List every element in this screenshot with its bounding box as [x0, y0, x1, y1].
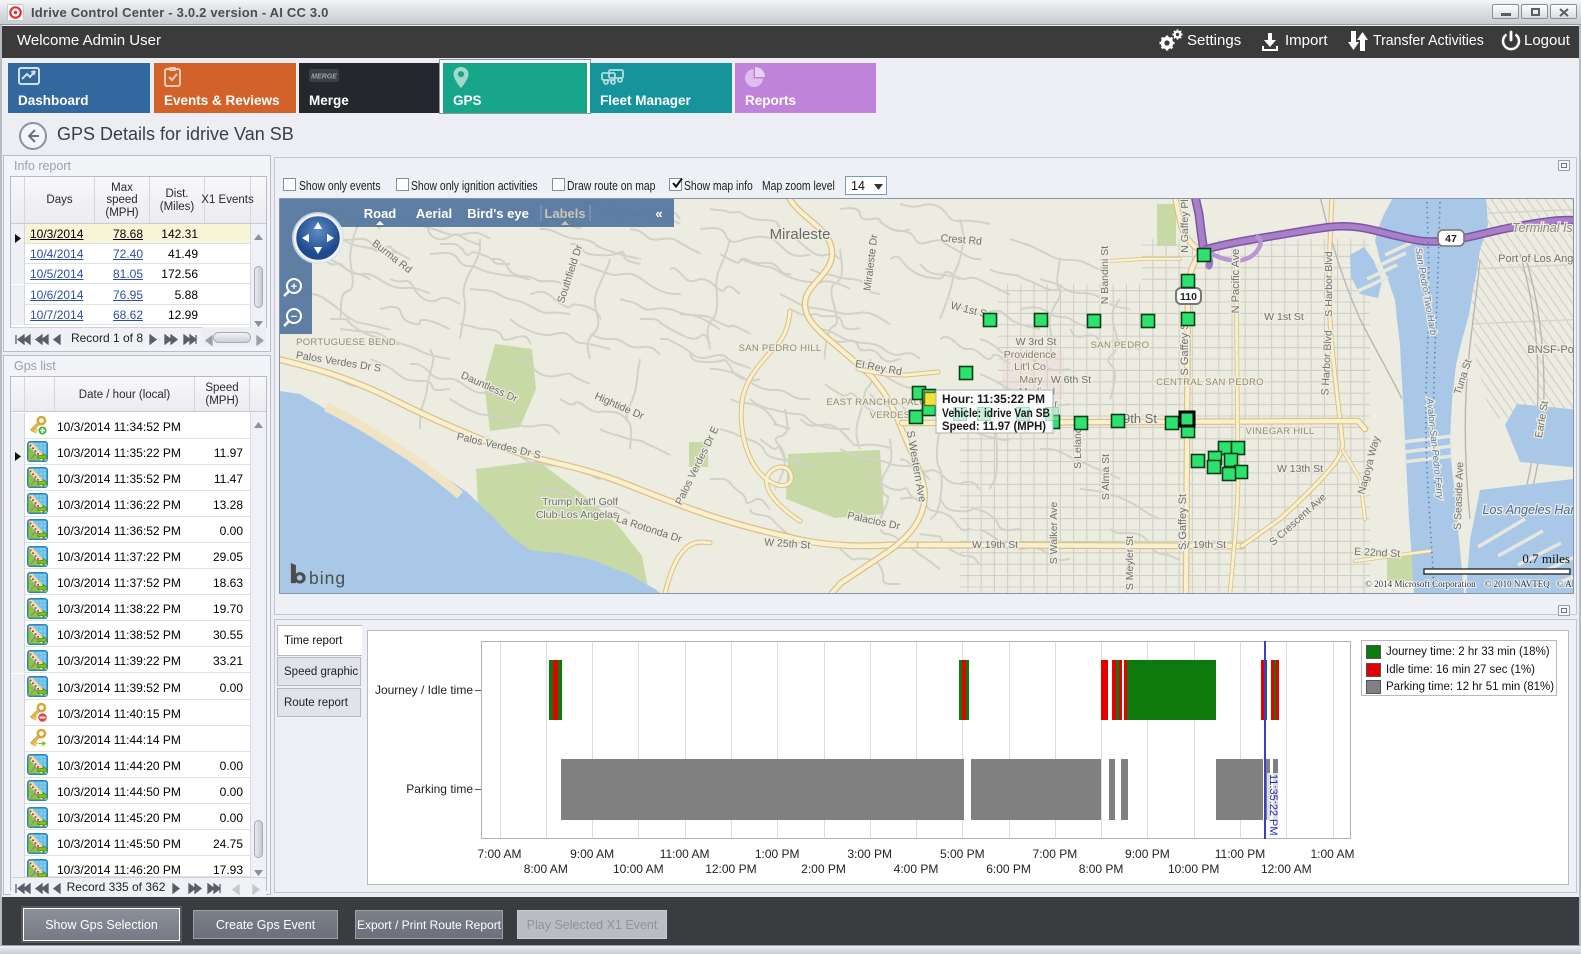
svg-text:S Meyler St: S Meyler St	[1124, 536, 1136, 590]
svg-text:Club-Los Angelas: Club-Los Angelas	[536, 509, 618, 521]
svg-text:N Bandini St: N Bandini St	[1099, 246, 1111, 304]
svg-text:Road: Road	[364, 206, 397, 221]
svg-text:SAN PEDRO HILL: SAN PEDRO HILL	[739, 343, 822, 354]
svg-text:+: +	[291, 281, 297, 293]
svg-text:Los Angeles Harb: Los Angeles Harb	[1483, 503, 1573, 517]
svg-text:N Pacific Ave: N Pacific Ave	[1230, 249, 1242, 314]
svg-text:110: 110	[1180, 291, 1197, 303]
svg-text:W 13th St: W 13th St	[1277, 463, 1323, 475]
svg-text:Lit'l Co: Lit'l Co	[1014, 361, 1046, 373]
svg-text:Mary: Mary	[1019, 374, 1043, 386]
svg-text:EAST RANCHO PALOS: EAST RANCHO PALOS	[826, 397, 933, 408]
svg-text:Speed: 11.97 (MPH): Speed: 11.97 (MPH)	[942, 419, 1046, 433]
svg-text:VERDES: VERDES	[870, 410, 911, 421]
svg-text:−: −	[291, 311, 297, 323]
svg-text:W 25th St: W 25th St	[764, 536, 811, 551]
svg-text:S Walker Ave: S Walker Ave	[1048, 502, 1060, 565]
svg-text:E 22nd St: E 22nd St	[1354, 546, 1401, 560]
svg-text:S Leland: S Leland	[1072, 427, 1084, 469]
svg-text:Port of Los Angel: Port of Los Angel	[1498, 253, 1573, 265]
svg-text:Terminal Is: Terminal Is	[1512, 221, 1573, 235]
svg-text:Vehicle: idrive Van SB: Vehicle: idrive Van SB	[942, 406, 1050, 420]
svg-text:S Gaffey St: S Gaffey St	[1177, 494, 1189, 550]
svg-text:© 2014 Microsoft Corporation: © 2014 Microsoft Corporation © 2010 NAVT…	[1365, 579, 1573, 589]
svg-text:bing: bing	[309, 568, 346, 588]
svg-text:W 3rd St: W 3rd St	[1016, 336, 1057, 348]
svg-text:W 19th St: W 19th St	[1180, 539, 1226, 551]
svg-text:SAN PEDRO: SAN PEDRO	[1091, 340, 1150, 351]
svg-text:9th St: 9th St	[1123, 411, 1157, 426]
svg-text:S Harbor Blvd: S Harbor Blvd	[1323, 251, 1335, 317]
svg-text:MERGE: MERGE	[311, 74, 337, 81]
svg-text:CENTRAL SAN PEDRO: CENTRAL SAN PEDRO	[1156, 377, 1264, 388]
svg-text:W 19th St: W 19th St	[972, 539, 1018, 551]
svg-text:Bird's eye: Bird's eye	[467, 206, 529, 221]
svg-text:VINEGAR HILL: VINEGAR HILL	[1245, 426, 1314, 437]
svg-text:W 6th St: W 6th St	[1051, 374, 1091, 386]
svg-text:47: 47	[1445, 233, 1457, 245]
svg-text:N Gaffey Pl: N Gaffey Pl	[1179, 199, 1191, 253]
svg-text:BNSF-Port: BNSF-Port	[1527, 344, 1573, 356]
svg-text:S Gaffey S: S Gaffey S	[1179, 323, 1191, 376]
svg-text:0.7 miles: 0.7 miles	[1522, 551, 1570, 566]
svg-text:Miraleste: Miraleste	[770, 226, 831, 243]
svg-text:Labels: Labels	[544, 206, 585, 221]
svg-text:S Harbor Blvd: S Harbor Blvd	[1319, 330, 1334, 396]
svg-text:«: «	[655, 206, 662, 221]
svg-text:W 1st St: W 1st St	[1264, 311, 1304, 323]
svg-text:S Alma St: S Alma St	[1100, 454, 1112, 500]
svg-text:Trump Nat'l Golf: Trump Nat'l Golf	[542, 496, 618, 508]
svg-text:Hour: 11:35:22 PM: Hour: 11:35:22 PM	[942, 392, 1045, 406]
svg-text:S Seaside Ave: S Seaside Ave	[1452, 461, 1466, 530]
svg-text:Providence: Providence	[1004, 349, 1057, 361]
svg-text:Crest Rd: Crest Rd	[940, 232, 982, 248]
svg-text:PORTUGUESE BEND: PORTUGUESE BEND	[296, 337, 396, 348]
svg-text:Aerial: Aerial	[416, 206, 452, 221]
